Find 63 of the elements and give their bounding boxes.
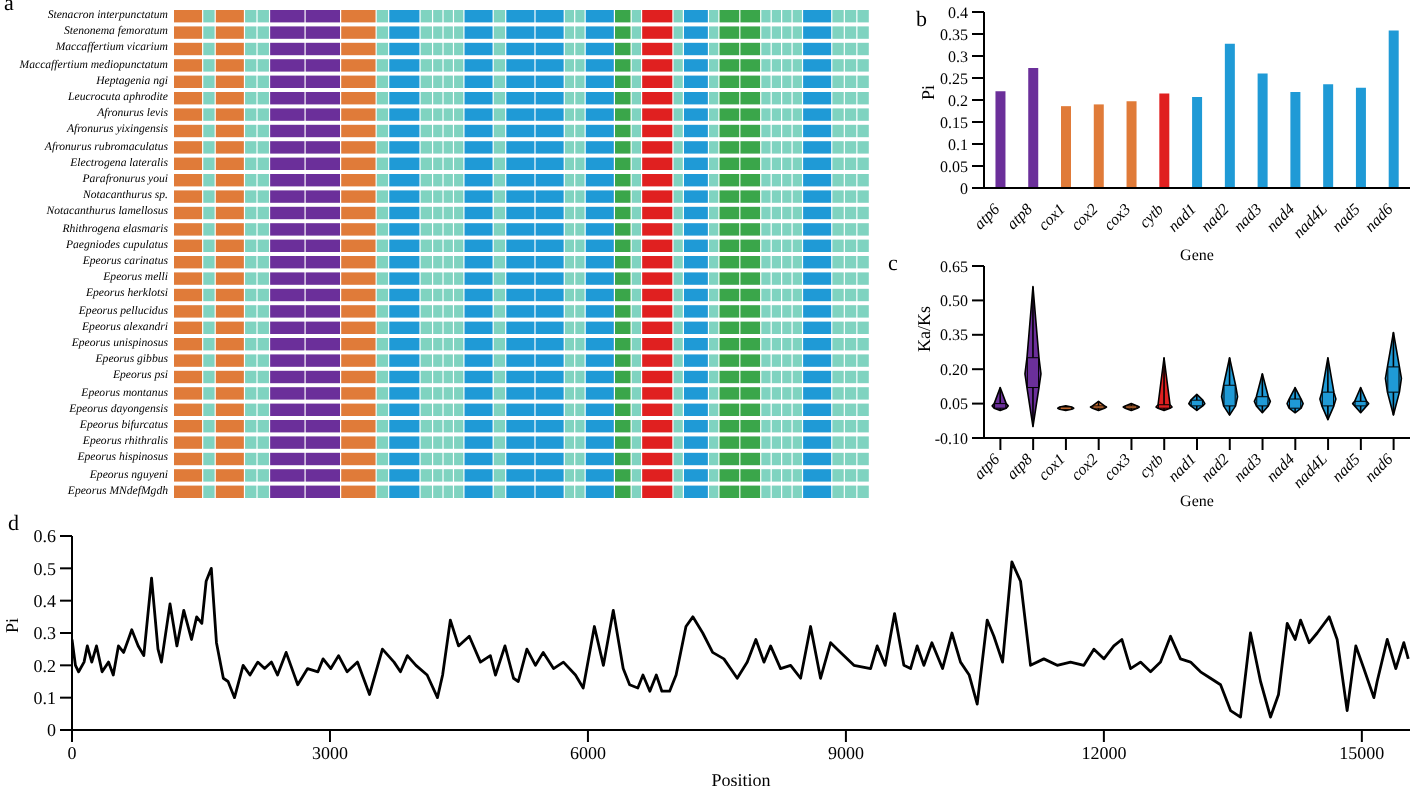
y-tick-label: 0.6 [33, 526, 57, 547]
y-axis-title: Pi [2, 616, 23, 633]
x-tick-label: atp6 [970, 450, 1004, 483]
x-tick-label: atp8 [1003, 200, 1036, 233]
x-tick-label: cox1 [1034, 200, 1069, 235]
y-tick-label: 0.65 [940, 257, 968, 276]
y-tick-label: 0.35 [940, 326, 968, 345]
x-axis-title: Gene [1180, 246, 1215, 264]
bar [1159, 93, 1170, 188]
x-tick-label: 6000 [569, 742, 607, 763]
y-tick-label: 0.1 [948, 135, 968, 154]
y-tick-label: 0.2 [33, 655, 56, 676]
x-tick-label: cox2 [1067, 450, 1102, 485]
bar [1257, 73, 1268, 188]
chart-title: b [916, 8, 927, 32]
y-tick-label: 0 [47, 720, 57, 741]
x-tick-label: 0 [67, 742, 78, 763]
y-tick-label: 0.35 [940, 25, 968, 44]
y-tick-label: 0.3 [948, 47, 968, 66]
y-tick-label: 0 [960, 179, 968, 198]
bar [1323, 84, 1334, 188]
bar [1192, 96, 1203, 188]
x-axis-title: Gene [1180, 492, 1215, 510]
y-axis-title: Ka/Ks [914, 305, 935, 352]
y-tick-label: 0.25 [940, 69, 968, 88]
y-tick-label: 0.4 [33, 591, 57, 612]
x-tick-label: cox3 [1100, 450, 1135, 485]
x-tick-label: cox3 [1100, 200, 1135, 235]
y-axis-title: Pi [918, 83, 939, 100]
y-tick-label: 0.1 [33, 688, 56, 709]
bar [1028, 67, 1039, 188]
x-tick-label: cytb [1135, 450, 1168, 482]
bar [1355, 87, 1366, 188]
x-tick-label: cox2 [1067, 200, 1102, 235]
bar [1093, 104, 1104, 188]
x-tick-label: cytb [1135, 200, 1168, 232]
bar [1061, 106, 1072, 188]
bar [995, 91, 1006, 188]
y-tick-label: 0.50 [940, 292, 968, 311]
y-tick-label: 0.05 [940, 157, 968, 176]
bar [1224, 43, 1235, 188]
x-tick-label: atp6 [970, 200, 1004, 233]
x-tick-label: 9000 [827, 742, 865, 763]
chart-title: d [8, 512, 19, 536]
x-tick-label: atp8 [1003, 450, 1036, 483]
bar [1126, 101, 1137, 188]
y-tick-label: 0.4 [948, 3, 968, 22]
chart-title: c [888, 252, 898, 276]
y-tick-label: 0.3 [33, 623, 57, 644]
bar [1290, 92, 1301, 188]
text: a [4, 0, 14, 16]
y-tick-label: 0.2 [948, 91, 968, 110]
x-tick-label: 15000 [1339, 742, 1386, 763]
x-tick-label: 12000 [1081, 742, 1128, 763]
x-tick-label: cox1 [1034, 450, 1069, 485]
y-tick-label: -0.10 [934, 429, 968, 448]
bar [1388, 30, 1399, 188]
x-axis-title: Position [711, 770, 772, 786]
y-tick-label: 0.05 [940, 395, 968, 414]
y-tick-label: 0.20 [940, 360, 968, 379]
x-tick-label: 3000 [311, 742, 349, 763]
y-tick-label: 0.15 [940, 113, 968, 132]
y-tick-label: 0.5 [33, 558, 57, 579]
